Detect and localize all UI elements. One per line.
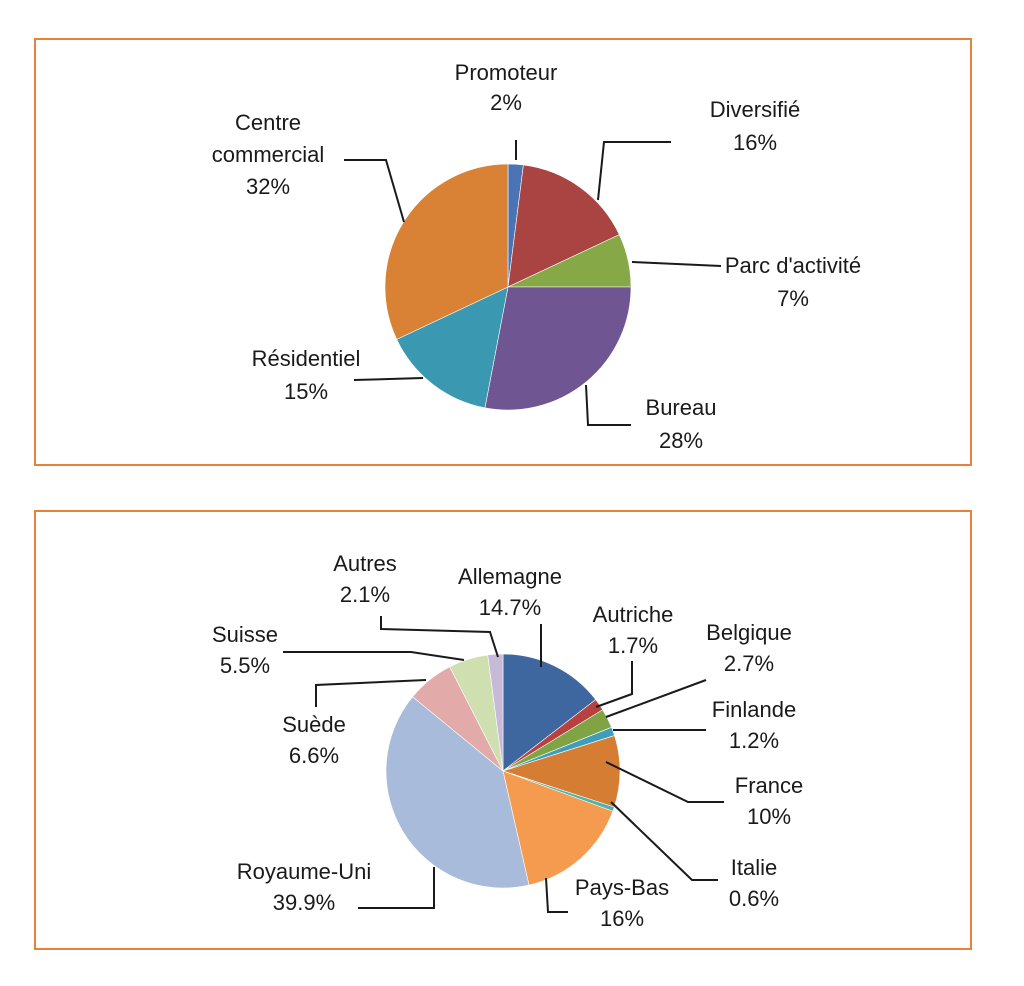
data-label-category-residentiel: Résidentiel xyxy=(252,346,361,371)
chart-panel-countries: Allemagne 14.7% Autriche 1.7% Belgique 2.7% Fi… xyxy=(34,510,972,950)
data-label-value-suede: 6.6% xyxy=(289,743,339,768)
data-label-value-pays-bas: 16% xyxy=(600,906,644,931)
data-label-value-residentiel: 15% xyxy=(284,379,328,404)
data-label-category-parc-d-activite: Parc d'activité xyxy=(725,253,861,278)
data-label-category-autres: Autres xyxy=(333,551,397,576)
data-label-value-diversifie: 16% xyxy=(733,130,777,155)
data-label-value-centre-commercial: 32% xyxy=(246,174,290,199)
leader-line-autriche xyxy=(595,661,633,708)
data-label-value-finlande: 1.2% xyxy=(729,728,779,753)
leader-line-italie xyxy=(610,801,718,881)
leader-line-suede xyxy=(315,679,427,707)
data-label-value-allemagne: 14.7% xyxy=(479,595,541,620)
data-label-category-suede: Suède xyxy=(282,712,346,737)
data-label-category-promoteur: Promoteur xyxy=(455,60,558,85)
data-label-value-promoteur: 2% xyxy=(490,90,522,115)
chart-panel-property-types: Promoteur 2% Diversifié 16% Parc d'activité 7… xyxy=(34,38,972,466)
data-label-category-italie: Italie xyxy=(731,855,777,880)
data-label-category-autriche: Autriche xyxy=(593,602,674,627)
leader-line-bureau xyxy=(585,384,631,426)
leader-line-belgique xyxy=(605,679,707,718)
data-label-category-centre-commercial: commercial xyxy=(212,142,324,167)
pie-slice-bureau xyxy=(484,286,632,411)
pie-chart-countries: Allemagne 14.7% Autriche 1.7% Belgique 2.7% Fi… xyxy=(212,551,803,931)
leader-line-residentiel xyxy=(353,377,424,381)
data-label-category-royaume-uni: Royaume-Uni xyxy=(237,859,372,884)
data-label-category-allemagne: Allemagne xyxy=(458,564,562,589)
pie-slice-royaume-uni xyxy=(385,696,530,889)
data-label-category-centre-commercial: Centre xyxy=(235,110,301,135)
leader-line-centre-commercial xyxy=(344,159,405,223)
data-label-category-finlande: Finlande xyxy=(712,697,796,722)
data-label-value-suisse: 5.5% xyxy=(220,653,270,678)
pie-chart-property-types: Promoteur 2% Diversifié 16% Parc d'activité 7… xyxy=(212,60,861,453)
pie-slice-autres xyxy=(487,653,504,772)
leader-line-royaume-uni xyxy=(358,867,435,909)
data-label-value-royaume-uni: 39.9% xyxy=(273,890,335,915)
pie-slice-diversifie xyxy=(507,164,620,288)
data-label-value-belgique: 2.7% xyxy=(724,651,774,676)
pie-slice-pays-bas xyxy=(502,770,614,886)
leader-line-suisse xyxy=(283,651,465,661)
data-label-value-parc-d-activite: 7% xyxy=(777,286,809,311)
data-label-value-autriche: 1.7% xyxy=(608,633,658,658)
data-label-value-france: 10% xyxy=(747,804,791,829)
data-label-value-bureau: 28% xyxy=(659,428,703,453)
data-label-category-suisse: Suisse xyxy=(212,622,278,647)
data-label-value-italie: 0.6% xyxy=(729,886,779,911)
data-label-category-france: France xyxy=(735,773,803,798)
data-label-category-pays-bas: Pays-Bas xyxy=(575,875,669,900)
data-label-category-belgique: Belgique xyxy=(706,620,792,645)
data-label-category-bureau: Bureau xyxy=(646,395,717,420)
pie-slice-residentiel xyxy=(396,286,509,409)
leader-line-france xyxy=(605,761,724,803)
leader-line-pays-bas xyxy=(545,877,568,913)
leader-line-autres xyxy=(380,616,499,658)
pie-slice-allemagne xyxy=(502,653,597,772)
data-label-category-diversifie: Diversifié xyxy=(710,97,800,122)
leader-line-diversifie xyxy=(597,141,671,201)
data-label-value-autres: 2.1% xyxy=(340,582,390,607)
leader-line-parc-d-activite xyxy=(631,261,722,267)
